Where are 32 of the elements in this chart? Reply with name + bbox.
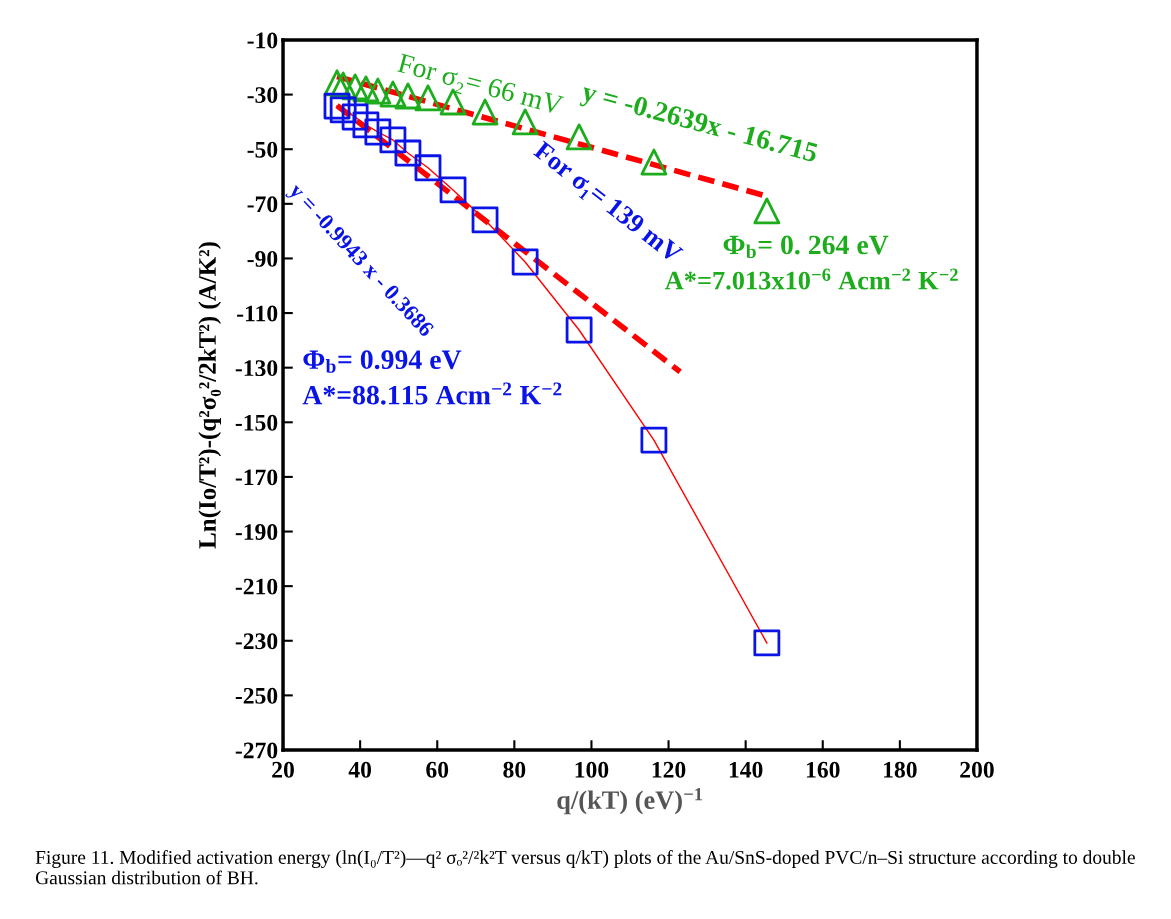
- annotation: Φ$_{b}$= 0.994 eV: [303, 350, 462, 373]
- y-tick-label: -10: [247, 32, 278, 49]
- annotation: A*=7.013x10$^{−6}$ Acm$^{−2}$ K$^{−2}$: [664, 268, 958, 290]
- annotation: Φ$_{b}$= 0. 264 eV: [723, 235, 889, 259]
- y-tick-label: -210: [235, 578, 278, 595]
- y-tick-label: -50: [247, 141, 278, 158]
- x-tick-label: 40: [348, 761, 372, 778]
- y-tick-label: -110: [237, 305, 278, 322]
- x-tick-label: 80: [503, 761, 526, 778]
- x-tick-label: 160: [806, 761, 840, 778]
- y-tick-label: -90: [247, 250, 278, 267]
- y-tick-label: -70: [247, 196, 278, 213]
- y-tick-label: -150: [235, 414, 278, 431]
- y-tick-label: -30: [247, 87, 278, 104]
- y-tick-label: -130: [235, 360, 278, 377]
- annotation: A*=88.115 Acm$^{−2}$ K$^{−2}$: [302, 382, 562, 405]
- x-axis-title: q/(kT) (eV)$^{−1}$: [557, 788, 703, 815]
- y-tick-label: -170: [235, 469, 278, 486]
- x-tick-label: 200: [960, 761, 994, 778]
- y-tick-label: -270: [235, 742, 278, 759]
- y-tick-label: -250: [235, 687, 278, 704]
- y-tick-label: -230: [235, 633, 278, 650]
- x-tick-label: 180: [884, 761, 917, 778]
- x-tick-label: 140: [729, 761, 763, 778]
- x-tick-label: 60: [426, 761, 449, 778]
- annotation: For σ₂= 66 mV: [395, 53, 565, 121]
- x-tick-label: 20: [272, 761, 294, 778]
- y-axis-title: Ln(Io/T²)-(q²σ₀²/2kT²) (A/K²): [198, 242, 221, 549]
- caption: Figure 11. Modified activation energy (ln(I₀/T²)—q² σₒ²/²k²T versus q/kT) plots of the Au/SnS-doped PVC/n–Si structure according to double Gaussian distribution of BH.: [35, 850, 1135, 885]
- y-tick-label: -190: [235, 524, 278, 540]
- x-tick-label: 120: [652, 761, 686, 778]
- x-tick-label: 100: [575, 761, 609, 778]
